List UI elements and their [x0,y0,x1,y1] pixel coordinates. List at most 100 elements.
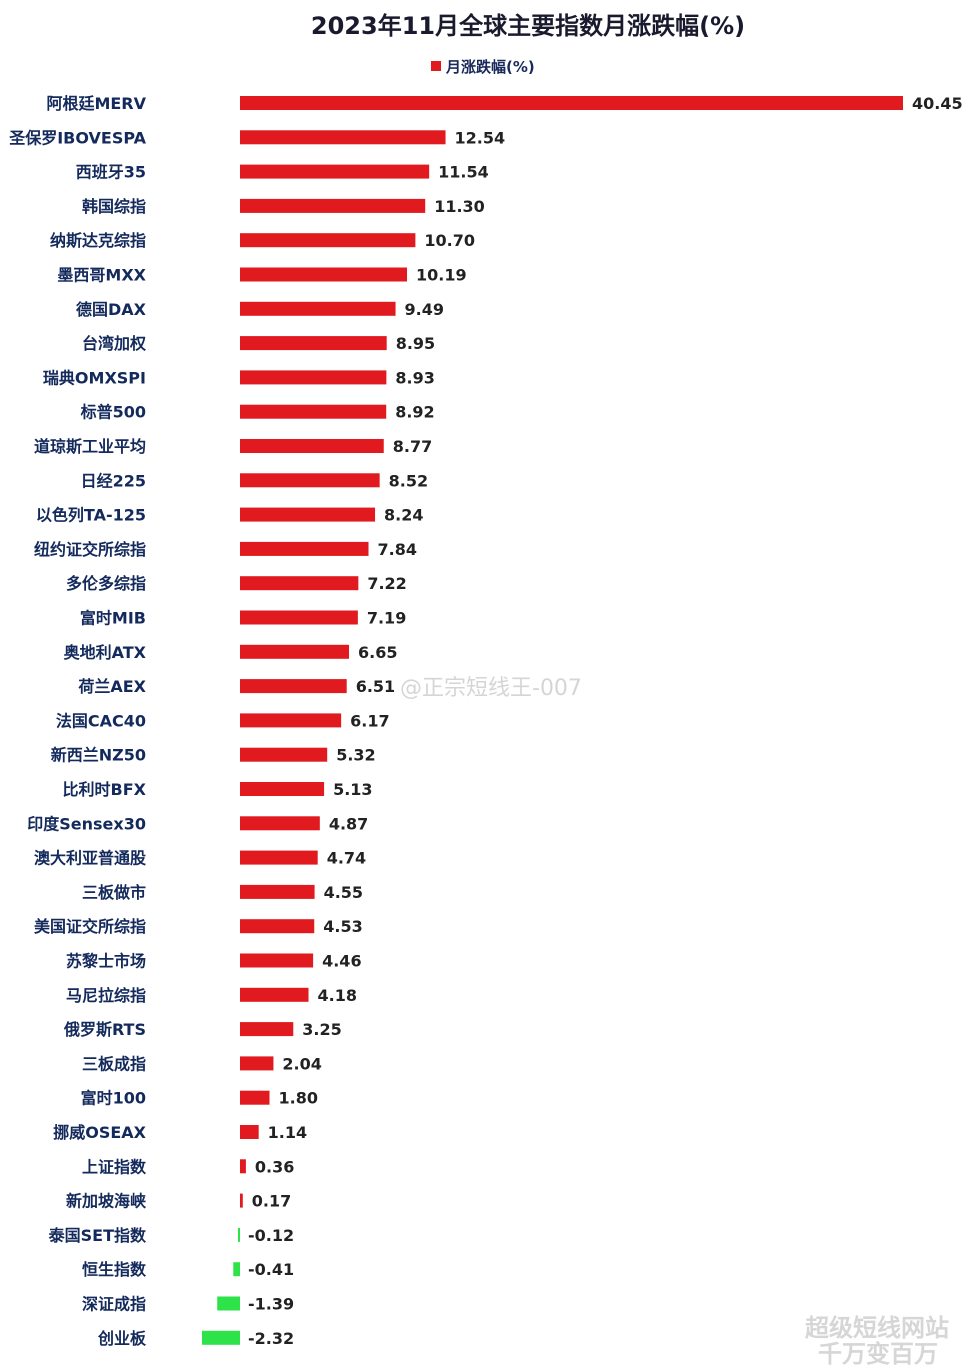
category-label: 墨西哥MXX [57,266,146,285]
category-label: 标普500 [80,403,146,422]
bar [240,1090,270,1105]
value-label: 4.55 [324,883,363,902]
bar [240,301,396,316]
value-label: 11.54 [438,163,489,182]
bar [233,1262,240,1277]
value-label: 0.36 [255,1157,294,1176]
category-label: 纽约证交所综指 [34,540,146,559]
value-label: 6.51 [356,677,395,696]
category-label: 创业板 [97,1329,147,1348]
category-label: 恒生指数 [82,1260,147,1279]
bar [240,1022,294,1037]
bar [240,473,380,488]
value-label: 8.93 [395,368,434,387]
value-label: -0.41 [248,1260,294,1279]
value-label: 8.24 [384,506,423,525]
category-label: 富时MIB [80,609,146,628]
category-label: 德国DAX [76,300,147,319]
value-label: 12.54 [455,128,506,147]
value-label: 7.19 [367,609,406,628]
category-label: 上证指数 [82,1157,147,1176]
value-label: 8.52 [389,471,428,490]
value-labels: 40.45 12.54 11.54 11.30 10.70 10.19 9.49 8.95 8.… [248,94,963,1348]
bar [240,850,318,865]
category-label: 深证成指 [82,1295,146,1314]
bar [240,96,903,110]
category-label: 美国证交所综指 [34,917,146,936]
category-label: 奥地利ATX [64,643,147,662]
bar [240,198,426,213]
bar [238,1227,240,1242]
bar [240,816,320,831]
value-label: 1.14 [268,1123,307,1142]
value-label: -2.32 [248,1329,294,1348]
category-label: 苏黎士市场 [66,952,146,971]
value-label: 11.30 [434,197,485,216]
bar [240,644,349,659]
category-label: 三板做市 [82,883,146,902]
chart-title: 2023年11月全球主要指数月涨跌幅(%) [311,12,745,40]
value-label: 3.25 [302,1020,341,1039]
watermark-corner-top: 超级短线网站 [805,1314,949,1342]
bar [240,1125,259,1139]
category-label: 印度Sensex30 [27,814,146,833]
value-label: -1.39 [248,1295,294,1314]
bar [201,1330,240,1345]
bar [240,747,328,762]
bar [240,404,387,419]
bar [240,233,416,248]
value-label: 4.53 [323,917,362,936]
bar [240,130,446,145]
value-label: 40.45 [912,94,963,113]
bar [240,370,387,385]
category-label: 富时100 [81,1089,146,1108]
category-label: 泰国SET指数 [48,1226,147,1245]
value-label: 8.92 [395,403,434,422]
category-label: 瑞典OMXSPI [43,368,146,387]
bar [240,1193,243,1208]
category-label: 新加坡海峡 [66,1192,146,1211]
bar [240,919,315,934]
value-label: -0.12 [248,1226,294,1245]
bar [240,610,358,625]
category-label: 挪威OSEAX [53,1123,146,1142]
value-label: 10.19 [416,266,467,285]
watermark-center: @正宗短线王-007 [400,676,582,701]
bar [240,576,359,591]
category-label: 西班牙35 [76,163,146,182]
category-label: 圣保罗IBOVESPA [8,128,146,147]
category-label: 三板成指 [82,1054,146,1073]
watermark-corner-bottom: 千万变百万 [818,1340,938,1368]
bar [240,507,376,522]
category-label: 马尼拉综指 [66,986,146,1005]
category-label: 以色列TA-125 [36,506,146,525]
category-label: 台湾加权 [82,334,147,353]
bar [240,1159,246,1174]
value-label: 6.65 [358,643,397,662]
watermark-layer: @正宗短线王-007 超级短线网站 千万变百万 [400,676,949,1368]
value-label: 4.74 [327,849,366,868]
value-label: 6.17 [350,711,389,730]
category-label: 荷兰AEX [78,677,146,696]
value-label: 4.18 [318,986,357,1005]
value-label: 8.95 [396,334,435,353]
value-label: 7.84 [378,540,417,559]
bar [240,782,325,796]
value-label: 1.80 [279,1089,318,1108]
bar [240,884,315,899]
category-label: 比利时BFX [63,780,147,799]
category-label: 韩国综指 [82,197,146,216]
category-label: 俄罗斯RTS [63,1020,146,1039]
bar [240,713,342,728]
bar [240,267,408,282]
bar [240,987,309,1002]
bar [217,1296,240,1311]
bar [240,336,387,351]
category-label: 纳斯达克综指 [50,231,146,250]
bar-series [201,96,903,1345]
category-label: 阿根廷MERV [46,94,146,113]
legend-label: 月涨跌幅(%) [445,58,535,76]
value-label: 5.32 [336,746,375,765]
category-label: 日经225 [81,471,146,490]
